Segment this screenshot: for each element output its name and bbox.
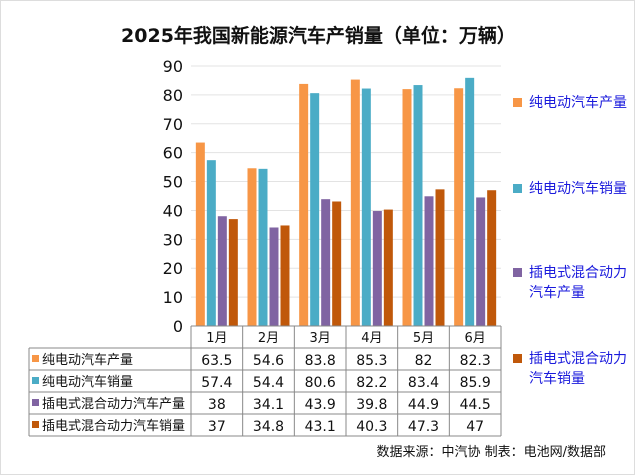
legend-swatch bbox=[513, 184, 522, 193]
bar-2-5 bbox=[476, 197, 486, 326]
data-label: 44.9 bbox=[408, 397, 439, 413]
bar-0-1 bbox=[247, 168, 257, 326]
x-tick-label: 4月 bbox=[361, 331, 382, 346]
data-label: 54.6 bbox=[253, 353, 284, 369]
data-label: 80.6 bbox=[305, 375, 336, 391]
data-label: 40.3 bbox=[356, 419, 387, 435]
legend-swatch bbox=[513, 354, 522, 363]
chart-title: 2025年我国新能源汽车产销量（单位：万辆） bbox=[121, 25, 516, 47]
data-label: 43.1 bbox=[305, 419, 336, 435]
legend-label: 插电式混合动力汽车销量 bbox=[529, 351, 627, 387]
legend-item: 纯电动汽车产量 bbox=[513, 93, 633, 113]
y-tick-label: 20 bbox=[163, 259, 183, 278]
bar-2-1 bbox=[269, 227, 279, 326]
y-tick-label: 30 bbox=[163, 230, 183, 249]
bar-0-0 bbox=[195, 142, 205, 326]
table-legend-key bbox=[32, 399, 39, 406]
table-row-label: 纯电动汽车产量 bbox=[42, 352, 133, 368]
bar-2-2 bbox=[321, 199, 331, 326]
data-label: 34.8 bbox=[253, 419, 284, 435]
y-tick-label: 10 bbox=[163, 288, 183, 307]
bar-1-2 bbox=[310, 93, 320, 327]
data-label: 82.3 bbox=[460, 353, 491, 369]
data-label: 83.4 bbox=[408, 375, 439, 391]
table-row-label: 插电式混合动力汽车销量 bbox=[42, 418, 185, 434]
data-label: 39.8 bbox=[356, 397, 387, 413]
legend-item: 插电式混合动力汽车产量 bbox=[513, 263, 633, 303]
data-label: 82.2 bbox=[356, 375, 387, 391]
bar-3-4 bbox=[435, 189, 445, 326]
y-tick-label: 80 bbox=[163, 86, 183, 105]
bar-2-3 bbox=[372, 211, 382, 326]
legend-label: 插电式混合动力汽车产量 bbox=[529, 265, 627, 301]
bar-1-3 bbox=[361, 88, 371, 327]
y-tick-label: 40 bbox=[163, 201, 183, 220]
data-label: 44.5 bbox=[460, 397, 491, 413]
bar-3-0 bbox=[228, 219, 238, 326]
bar-0-2 bbox=[299, 83, 309, 327]
data-label: 38 bbox=[208, 397, 226, 413]
table-legend-key bbox=[32, 421, 39, 428]
bar-3-1 bbox=[280, 225, 290, 326]
table-legend-key bbox=[32, 377, 39, 384]
data-label: 57.4 bbox=[201, 375, 232, 391]
table-legend-key bbox=[32, 355, 39, 362]
x-tick-label: 6月 bbox=[465, 331, 486, 346]
legend-item: 纯电动汽车销量 bbox=[513, 179, 633, 199]
table-row-label: 插电式混合动力汽车产量 bbox=[42, 396, 185, 412]
y-tick-label: 70 bbox=[163, 115, 183, 134]
x-tick-label: 2月 bbox=[258, 331, 279, 346]
bar-3-2 bbox=[332, 201, 342, 326]
bar-1-4 bbox=[413, 85, 423, 326]
legend-swatch bbox=[513, 98, 522, 107]
data-label: 54.4 bbox=[253, 375, 284, 391]
bar-0-3 bbox=[350, 79, 360, 326]
x-tick-label: 1月 bbox=[206, 331, 227, 346]
bar-2-4 bbox=[424, 196, 434, 326]
bar-0-5 bbox=[454, 88, 464, 326]
table-row-label: 纯电动汽车销量 bbox=[42, 374, 133, 390]
y-tick-label: 0 bbox=[173, 317, 183, 336]
data-label: 85.3 bbox=[356, 353, 387, 369]
y-tick-label: 60 bbox=[163, 144, 183, 163]
bar-3-5 bbox=[487, 190, 497, 326]
x-tick-label: 3月 bbox=[310, 331, 331, 346]
bar-0-4 bbox=[402, 89, 412, 326]
data-label: 82 bbox=[415, 353, 433, 369]
data-label: 47.3 bbox=[408, 419, 439, 435]
data-label: 63.5 bbox=[201, 353, 232, 369]
bar-3-3 bbox=[383, 209, 393, 326]
bar-1-1 bbox=[258, 168, 268, 326]
data-label: 34.1 bbox=[253, 397, 284, 413]
data-label: 43.9 bbox=[305, 397, 336, 413]
data-label: 37 bbox=[208, 419, 226, 435]
legend-label: 纯电动汽车产量 bbox=[529, 95, 627, 111]
bar-2-0 bbox=[217, 216, 227, 326]
bar-1-5 bbox=[465, 77, 475, 326]
data-label: 85.9 bbox=[460, 375, 491, 391]
x-tick-label: 5月 bbox=[413, 331, 434, 346]
y-tick-label: 90 bbox=[163, 57, 183, 76]
source-note: 数据来源：中汽协 制表：电池网/数据部 bbox=[376, 445, 606, 460]
legend-swatch bbox=[513, 268, 522, 277]
bar-1-0 bbox=[206, 160, 216, 326]
legend-label: 纯电动汽车销量 bbox=[529, 181, 627, 197]
y-tick-label: 50 bbox=[163, 173, 183, 192]
legend-item: 插电式混合动力汽车销量 bbox=[513, 349, 633, 389]
data-label: 47 bbox=[466, 419, 484, 435]
data-label: 83.8 bbox=[305, 353, 336, 369]
